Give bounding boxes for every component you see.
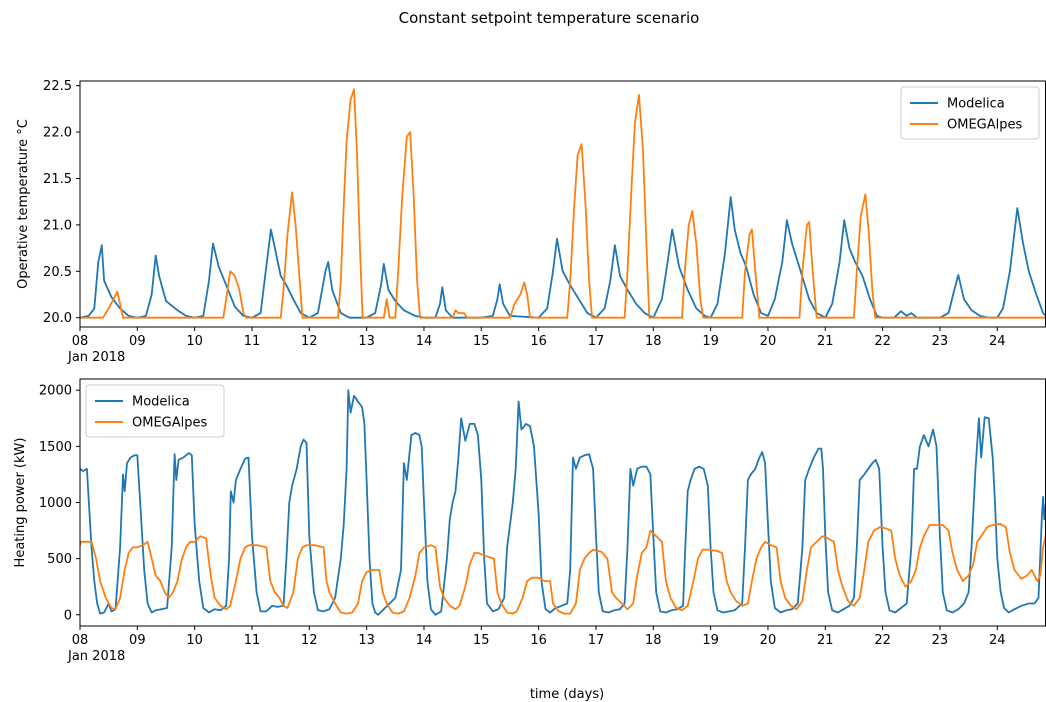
x-tick-label: 15 — [473, 334, 490, 349]
series-line-omegalpes — [80, 522, 1046, 615]
x-tick-label: 10 — [186, 334, 203, 349]
y-tick-label: 20.0 — [43, 311, 72, 326]
x-tick-sublabel: Jan 2018 — [67, 649, 125, 664]
y-axis-label: Operative temperature °C — [16, 119, 31, 289]
x-tick-label: 21 — [817, 334, 834, 349]
x-tick-label: 22 — [874, 633, 891, 648]
legend: Modelica OMEGAlpes — [900, 86, 1040, 140]
x-tick-label: 15 — [473, 633, 490, 648]
x-tick-label: 24 — [989, 633, 1006, 648]
y-tick-label: 22.5 — [43, 79, 72, 94]
x-tick-label: 19 — [702, 334, 719, 349]
x-tick-label: 19 — [702, 633, 719, 648]
x-tick-label: 10 — [186, 633, 203, 648]
x-tick-label: 16 — [530, 334, 547, 349]
x-tick-label: 17 — [588, 633, 605, 648]
x-tick-label: 16 — [530, 633, 547, 648]
x-tick-label: 20 — [760, 633, 777, 648]
x-tick-label: 17 — [588, 334, 605, 349]
shared-x-axis-label: time (days) — [530, 687, 604, 702]
x-tick-label: 13 — [358, 334, 375, 349]
x-tick-label: 24 — [989, 334, 1006, 349]
legend-box — [900, 86, 1040, 140]
x-tick-label: 11 — [244, 334, 261, 349]
x-tick-label: 14 — [416, 633, 433, 648]
x-tick-label: 14 — [416, 334, 433, 349]
legend-label-omegalpes: OMEGAlpes — [132, 416, 207, 431]
legend-box — [85, 384, 225, 438]
x-tick-label: 23 — [932, 334, 949, 349]
series-line-modelica — [80, 389, 1046, 616]
y-tick-label: 22.0 — [43, 126, 72, 141]
y-tick-label: 21.0 — [43, 218, 72, 233]
y-tick-label: 21.5 — [43, 172, 72, 187]
x-tick-label: 13 — [358, 633, 375, 648]
legend: Modelica OMEGAlpes — [85, 384, 225, 438]
y-axis-label: Heating power (kW) — [13, 438, 28, 568]
series-line-omegalpes — [80, 88, 1046, 319]
x-tick-label: 08 — [72, 334, 89, 349]
legend-label-modelica: Modelica — [132, 395, 190, 410]
x-tick-label: 22 — [874, 334, 891, 349]
x-tick-label: 08 — [72, 633, 89, 648]
x-tick-label: 09 — [129, 334, 146, 349]
y-tick-label: 500 — [47, 552, 72, 567]
x-tick-label: 20 — [760, 334, 777, 349]
x-tick-label: 09 — [129, 633, 146, 648]
legend-label-omegalpes: OMEGAlpes — [947, 118, 1022, 133]
heating-power-chart: 08 09 10 11 12 13 14 15 16 17 18 19 20 21 22 23 24 Jan 20… — [13, 378, 1046, 664]
x-tick-label: 18 — [645, 334, 662, 349]
y-tick-label: 2000 — [39, 384, 72, 399]
x-tick-label: 12 — [301, 334, 318, 349]
y-tick-label: 20.5 — [43, 265, 72, 280]
y-tick-label: 0 — [64, 608, 72, 623]
x-tick-label: 23 — [932, 633, 949, 648]
temperature-chart: 08 09 10 11 12 13 14 15 16 17 18 19 20 21 22 23 24 Jan 20… — [16, 79, 1046, 365]
y-tick-label: 1500 — [39, 440, 72, 455]
figure-title: Constant setpoint temperature scenario — [399, 9, 700, 27]
legend-label-modelica: Modelica — [947, 97, 1005, 112]
x-tick-label: 11 — [244, 633, 261, 648]
x-tick-label: 12 — [301, 633, 318, 648]
x-tick-label: 21 — [817, 633, 834, 648]
y-tick-label: 1000 — [39, 496, 72, 511]
x-tick-label: 18 — [645, 633, 662, 648]
x-tick-sublabel: Jan 2018 — [67, 350, 125, 365]
